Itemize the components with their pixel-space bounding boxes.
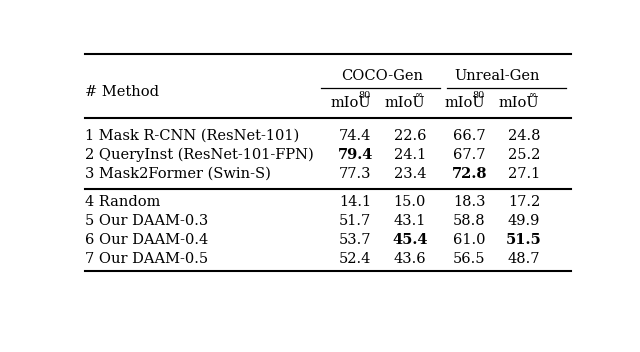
Text: 3 Mask2Former (Swin-S): 3 Mask2Former (Swin-S) xyxy=(85,167,271,181)
Text: 25.2: 25.2 xyxy=(508,148,540,162)
Text: 80: 80 xyxy=(358,91,371,100)
Text: 74.4: 74.4 xyxy=(339,129,371,143)
Text: 6 Our DAAM-0.4: 6 Our DAAM-0.4 xyxy=(85,233,208,247)
Text: 24.1: 24.1 xyxy=(394,148,426,162)
Text: 53.7: 53.7 xyxy=(339,233,372,247)
Text: 7 Our DAAM-0.5: 7 Our DAAM-0.5 xyxy=(85,252,208,266)
Text: 4 Random: 4 Random xyxy=(85,195,161,209)
Text: 51.5: 51.5 xyxy=(506,233,542,247)
Text: 15.0: 15.0 xyxy=(394,195,426,209)
Text: 1 Mask R-CNN (ResNet-101): 1 Mask R-CNN (ResNet-101) xyxy=(85,129,300,143)
Text: 77.3: 77.3 xyxy=(339,167,372,181)
Text: 43.1: 43.1 xyxy=(394,214,426,228)
Text: 17.2: 17.2 xyxy=(508,195,540,209)
Text: 52.4: 52.4 xyxy=(339,252,371,266)
Text: 43.6: 43.6 xyxy=(394,252,426,266)
Text: mIoU: mIoU xyxy=(499,96,540,110)
Text: COCO-Gen: COCO-Gen xyxy=(342,69,424,83)
Text: mIoU: mIoU xyxy=(444,96,484,110)
Text: 14.1: 14.1 xyxy=(339,195,371,209)
Text: mIoU: mIoU xyxy=(330,96,371,110)
Text: # Method: # Method xyxy=(85,86,159,99)
Text: mIoU: mIoU xyxy=(385,96,425,110)
Text: 23.4: 23.4 xyxy=(394,167,426,181)
Text: ∞: ∞ xyxy=(529,91,537,100)
Text: 67.7: 67.7 xyxy=(453,148,486,162)
Text: 2 QueryInst (ResNet-101-FPN): 2 QueryInst (ResNet-101-FPN) xyxy=(85,147,314,162)
Text: 24.8: 24.8 xyxy=(508,129,540,143)
Text: 66.7: 66.7 xyxy=(453,129,486,143)
Text: 56.5: 56.5 xyxy=(453,252,486,266)
Text: 79.4: 79.4 xyxy=(337,148,373,162)
Text: 58.8: 58.8 xyxy=(453,214,486,228)
Text: 18.3: 18.3 xyxy=(453,195,486,209)
Text: 72.8: 72.8 xyxy=(452,167,487,181)
Text: 45.4: 45.4 xyxy=(392,233,428,247)
Text: 5 Our DAAM-0.3: 5 Our DAAM-0.3 xyxy=(85,214,208,228)
Text: 51.7: 51.7 xyxy=(339,214,371,228)
Text: 80: 80 xyxy=(472,91,484,100)
Text: Unreal-Gen: Unreal-Gen xyxy=(454,69,540,83)
Text: 61.0: 61.0 xyxy=(453,233,486,247)
Text: 27.1: 27.1 xyxy=(508,167,540,181)
Text: ∞: ∞ xyxy=(415,91,423,100)
Text: 48.7: 48.7 xyxy=(508,252,540,266)
Text: 22.6: 22.6 xyxy=(394,129,426,143)
Text: 49.9: 49.9 xyxy=(508,214,540,228)
